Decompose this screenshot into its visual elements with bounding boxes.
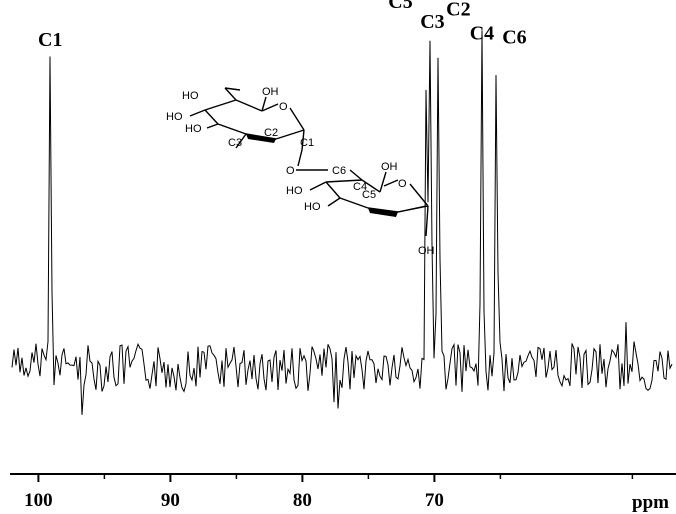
atom-label: O (279, 101, 288, 113)
peak-label-c6: C6 (502, 26, 526, 48)
peak-label-c5: C5 (388, 0, 412, 13)
atom-label: OH (262, 86, 279, 98)
atom-label: C3 (228, 137, 242, 149)
x-tick-label: 100 (24, 490, 53, 511)
atom-label: C1 (300, 137, 314, 149)
x-axis-ticks: 100 90 80 70 (24, 474, 634, 511)
atom-label: HO (166, 111, 183, 123)
peak-label-c3: C3 (420, 11, 444, 33)
atom-label: C4 (353, 181, 367, 193)
atom-label: OH (418, 245, 435, 257)
atom-label: O (398, 178, 407, 190)
atom-label: HO (185, 123, 202, 135)
molecule-structure (189, 87, 429, 237)
peak-label-c2: C2 (446, 0, 470, 20)
x-tick-label: 80 (293, 490, 312, 511)
peak-label-c4: C4 (470, 22, 494, 44)
atom-label: HO (182, 90, 199, 102)
x-axis-label: ppm (632, 492, 669, 513)
atom-label: OH (381, 161, 398, 173)
atom-label: C6 (332, 165, 346, 177)
molecule-atom-labels: HO OH O HO HO C2 C3 C1 O C6 OH O HO C4 C… (166, 86, 435, 257)
atom-label: HO (286, 185, 303, 197)
atom-label: HO (304, 201, 321, 213)
atom-label: O (286, 165, 295, 177)
x-tick-label: 70 (425, 490, 444, 511)
atom-label: C5 (362, 189, 376, 201)
x-tick-label: 90 (161, 490, 180, 511)
spectrum-trace (11, 30, 673, 415)
peak-label-c1: C1 (38, 29, 62, 51)
atom-label: C2 (264, 127, 278, 139)
